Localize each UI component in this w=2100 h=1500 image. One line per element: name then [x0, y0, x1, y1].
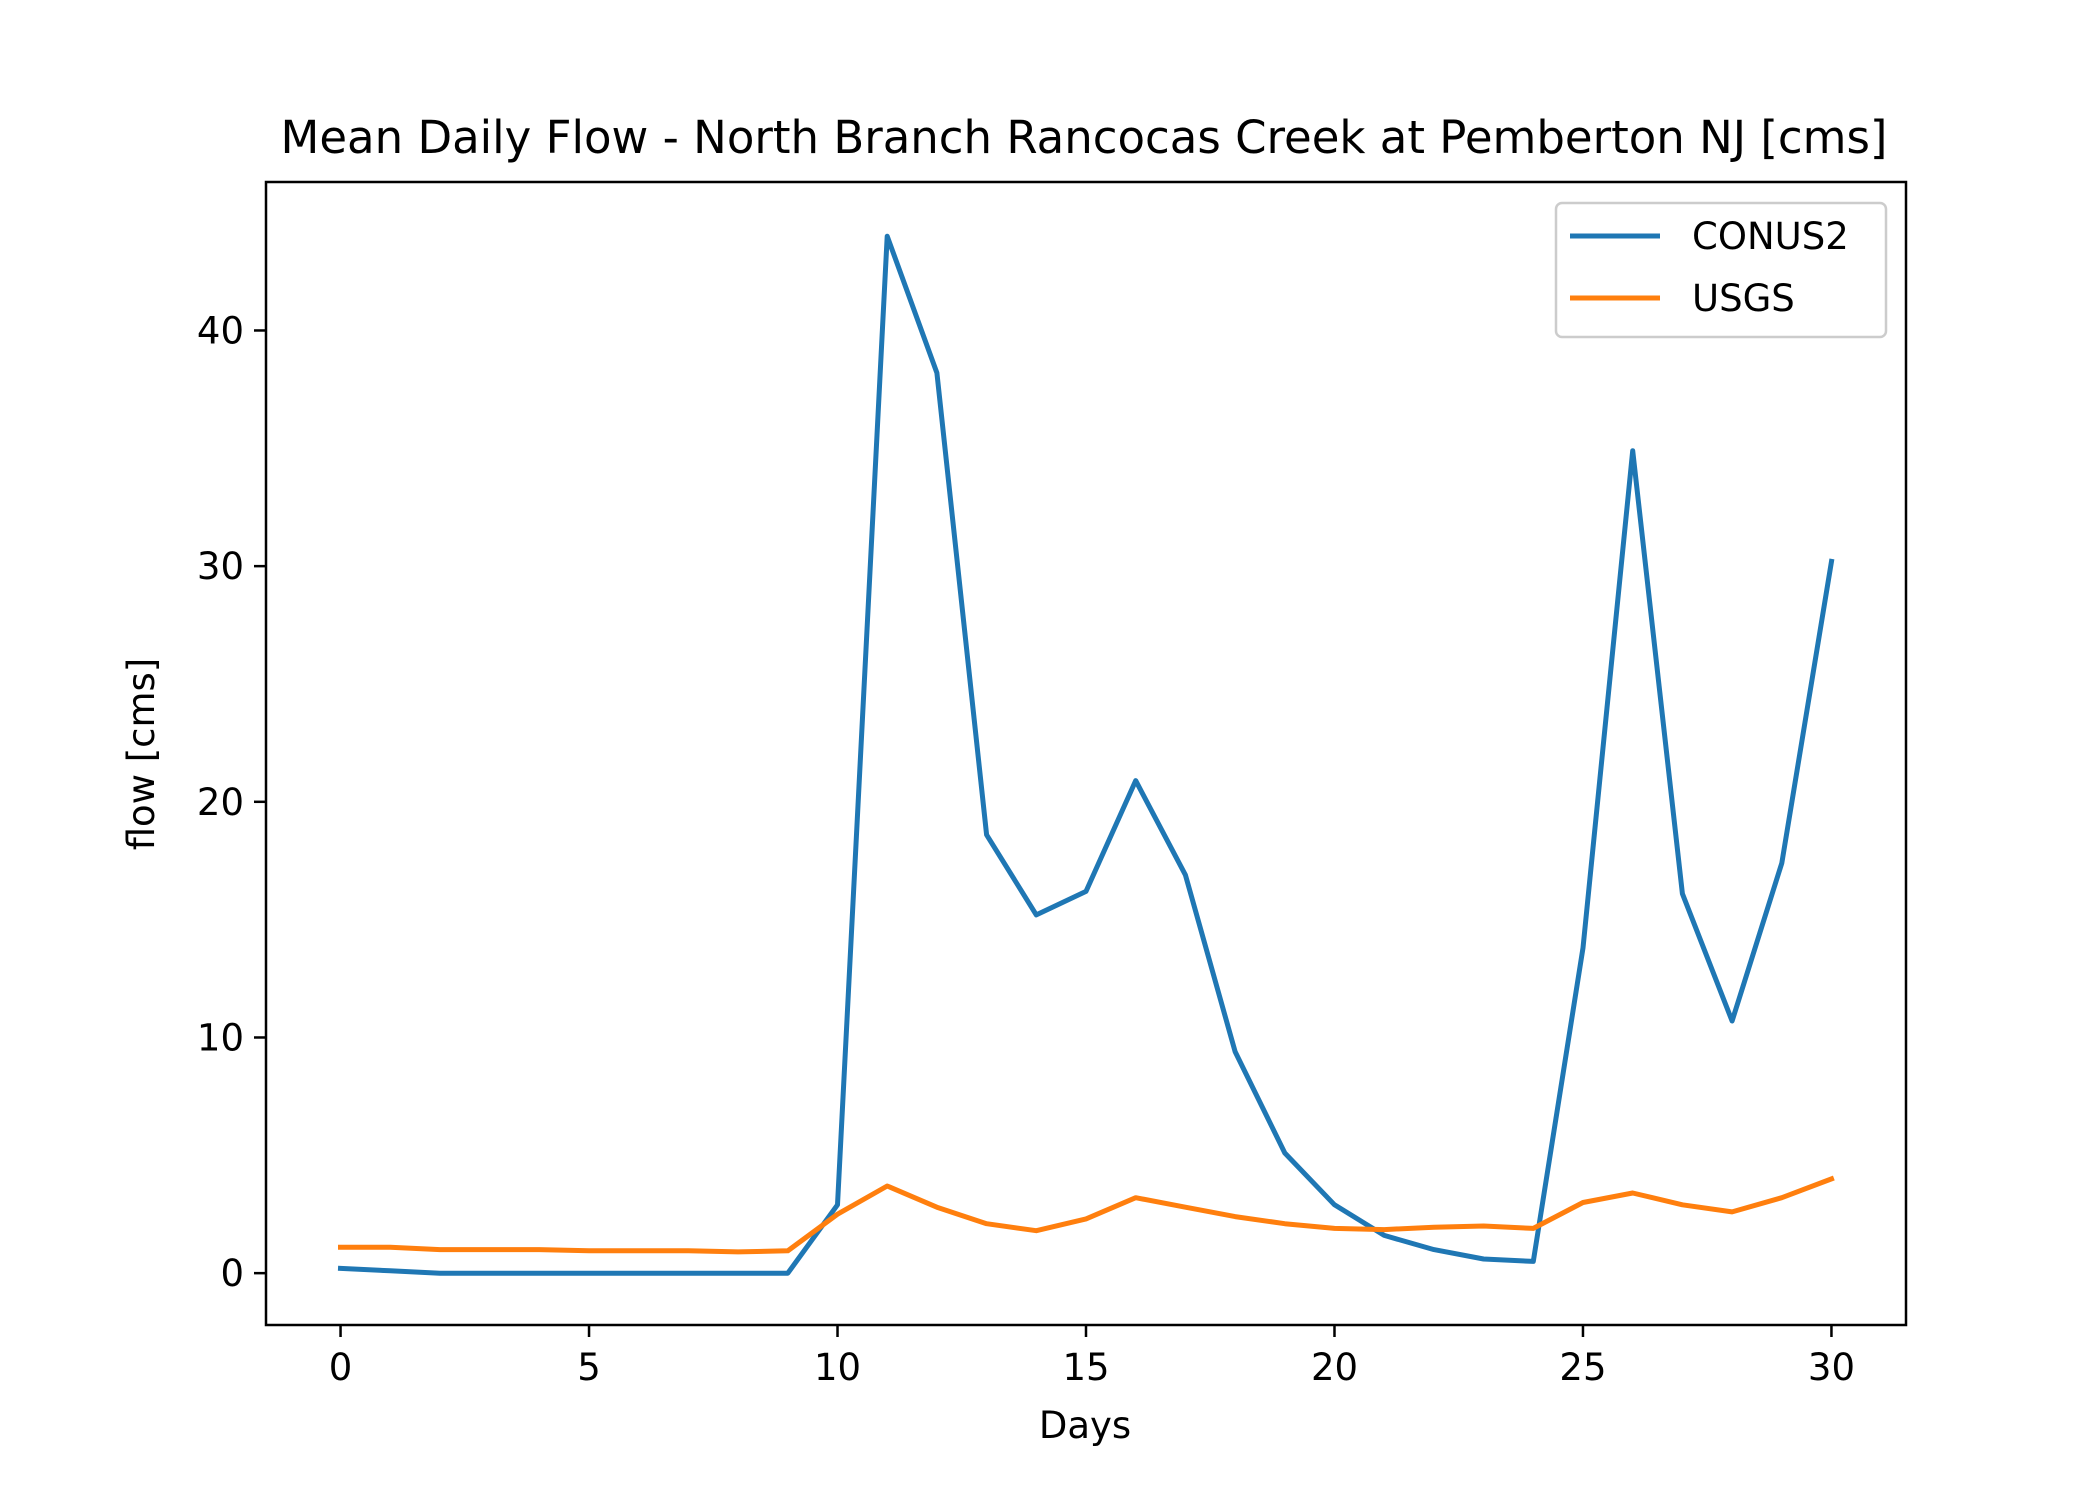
x-tick-label: 10	[814, 1346, 861, 1389]
chart-title: Mean Daily Flow - North Branch Rancocas …	[281, 111, 1888, 164]
x-tick-label: 5	[577, 1346, 601, 1389]
y-axis-label: flow [cms]	[120, 658, 163, 851]
y-tick-label: 0	[220, 1252, 244, 1295]
plot-area	[337, 233, 1835, 1276]
x-tick-label: 30	[1808, 1346, 1855, 1389]
y-tick-label: 10	[197, 1016, 244, 1059]
x-tick-label: 15	[1062, 1346, 1109, 1389]
y-tick-label: 30	[197, 545, 244, 588]
x-axis-label: Days	[1039, 1404, 1131, 1447]
x-tick-label: 25	[1559, 1346, 1606, 1389]
legend-label-conus2: CONUS2	[1692, 215, 1849, 258]
series-line-conus2	[337, 233, 1835, 1276]
y-tick-label: 40	[197, 309, 244, 352]
series-line-usgs	[338, 1175, 1835, 1255]
legend-label-usgs: USGS	[1692, 277, 1795, 320]
y-axis: 0 10 20 30 40	[197, 309, 266, 1295]
legend: CONUS2 USGS	[1554, 201, 1888, 339]
x-tick-label: 20	[1311, 1346, 1358, 1389]
x-axis: 0 5 10 15 20 25 30	[329, 1325, 1855, 1389]
x-tick-label: 0	[329, 1346, 353, 1389]
y-tick-label: 20	[197, 781, 244, 824]
